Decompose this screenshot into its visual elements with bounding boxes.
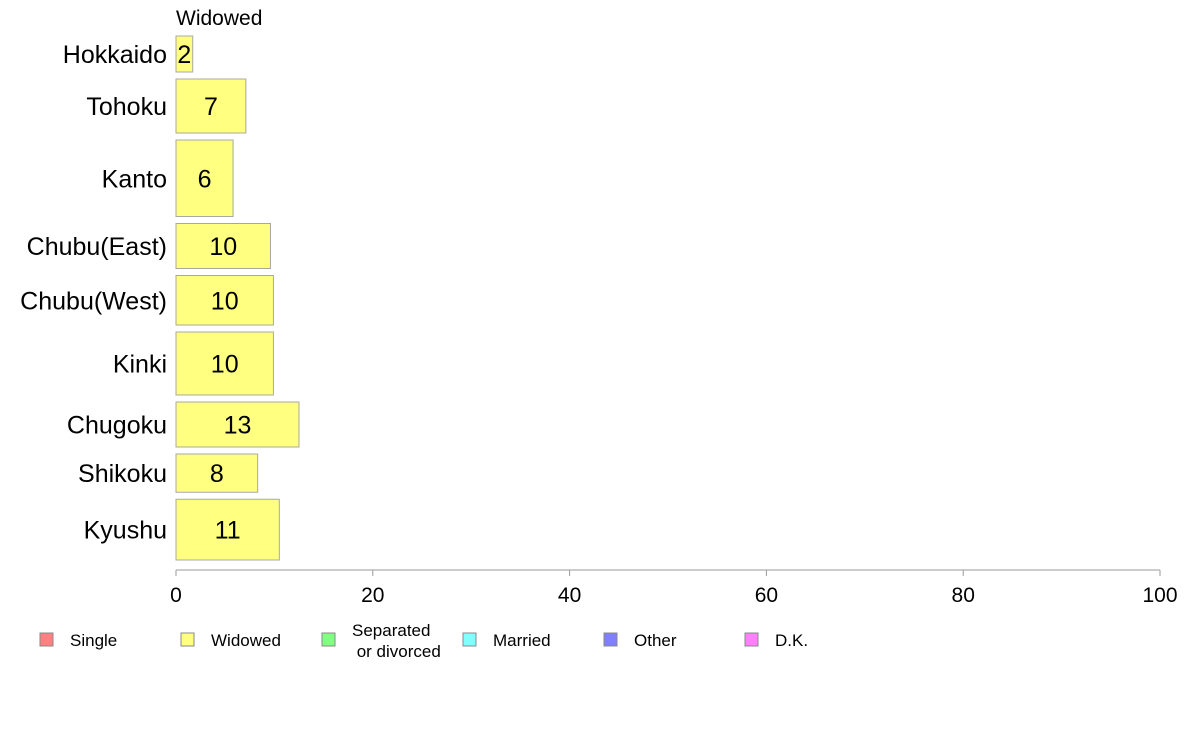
x-tick-label: 20 [361, 584, 384, 607]
bar-kinki [175, 331, 274, 396]
bar-value-label: 8 [210, 460, 224, 488]
bar-chubu-east- [175, 223, 271, 269]
bar-chugoku [175, 401, 300, 448]
legend-swatch [321, 632, 336, 647]
x-tick-label: 60 [755, 584, 778, 607]
legend: Single Widowed Separated or divorced Marrie… [39, 621, 808, 661]
x-tick-label: 40 [558, 584, 581, 607]
bar-value-label: 7 [204, 93, 218, 121]
category-label: Kyushu [84, 517, 167, 545]
bar-chubu-west- [175, 275, 274, 326]
legend-label: Married [493, 631, 551, 650]
legend-label: Separated or divorced [352, 621, 441, 661]
legend-swatch [603, 632, 618, 647]
legend-swatch [744, 632, 759, 647]
bar-tohoku [175, 78, 247, 134]
category-label: Kanto [102, 165, 167, 193]
category-label: Chubu(East) [27, 233, 167, 261]
legend-label: Widowed [211, 631, 281, 650]
bar-value-label: 6 [198, 165, 212, 193]
bar-value-label: 2 [177, 41, 191, 69]
legend-swatch [180, 632, 195, 647]
bar-shikoku [175, 453, 259, 493]
legend-swatch [39, 632, 54, 647]
x-tick-label: 80 [952, 584, 975, 607]
bar-value-label: 11 [215, 517, 241, 545]
legend-swatch [462, 632, 477, 647]
bar-value-label: 10 [211, 351, 239, 379]
bar-value-label: 10 [209, 233, 237, 261]
category-label: Chugoku [67, 412, 167, 440]
bar-kyushu [175, 498, 280, 561]
panel-title: Widowed [176, 7, 262, 30]
bars-group: 2 Hokkaido 7 Tohoku 6 Kanto 10 Chubu(East) 10 Chu… [20, 35, 300, 561]
legend-label: D.K. [775, 631, 808, 650]
x-tick-label: 0 [170, 584, 182, 607]
category-label: Shikoku [78, 460, 167, 488]
x-tick-label: 100 [1142, 584, 1177, 607]
bar-hokkaido [175, 35, 194, 73]
category-label: Kinki [113, 351, 167, 379]
bar-kanto [175, 139, 234, 217]
category-label: Chubu(West) [20, 287, 167, 315]
x-axis: 0 20 40 60 80 100 [170, 569, 1178, 607]
legend-label: Other [634, 631, 677, 650]
category-label: Hokkaido [63, 41, 167, 69]
bar-value-label: 10 [211, 287, 239, 315]
category-label: Tohoku [86, 93, 167, 121]
bar-value-label: 13 [224, 412, 252, 440]
legend-label: Single [70, 631, 117, 650]
